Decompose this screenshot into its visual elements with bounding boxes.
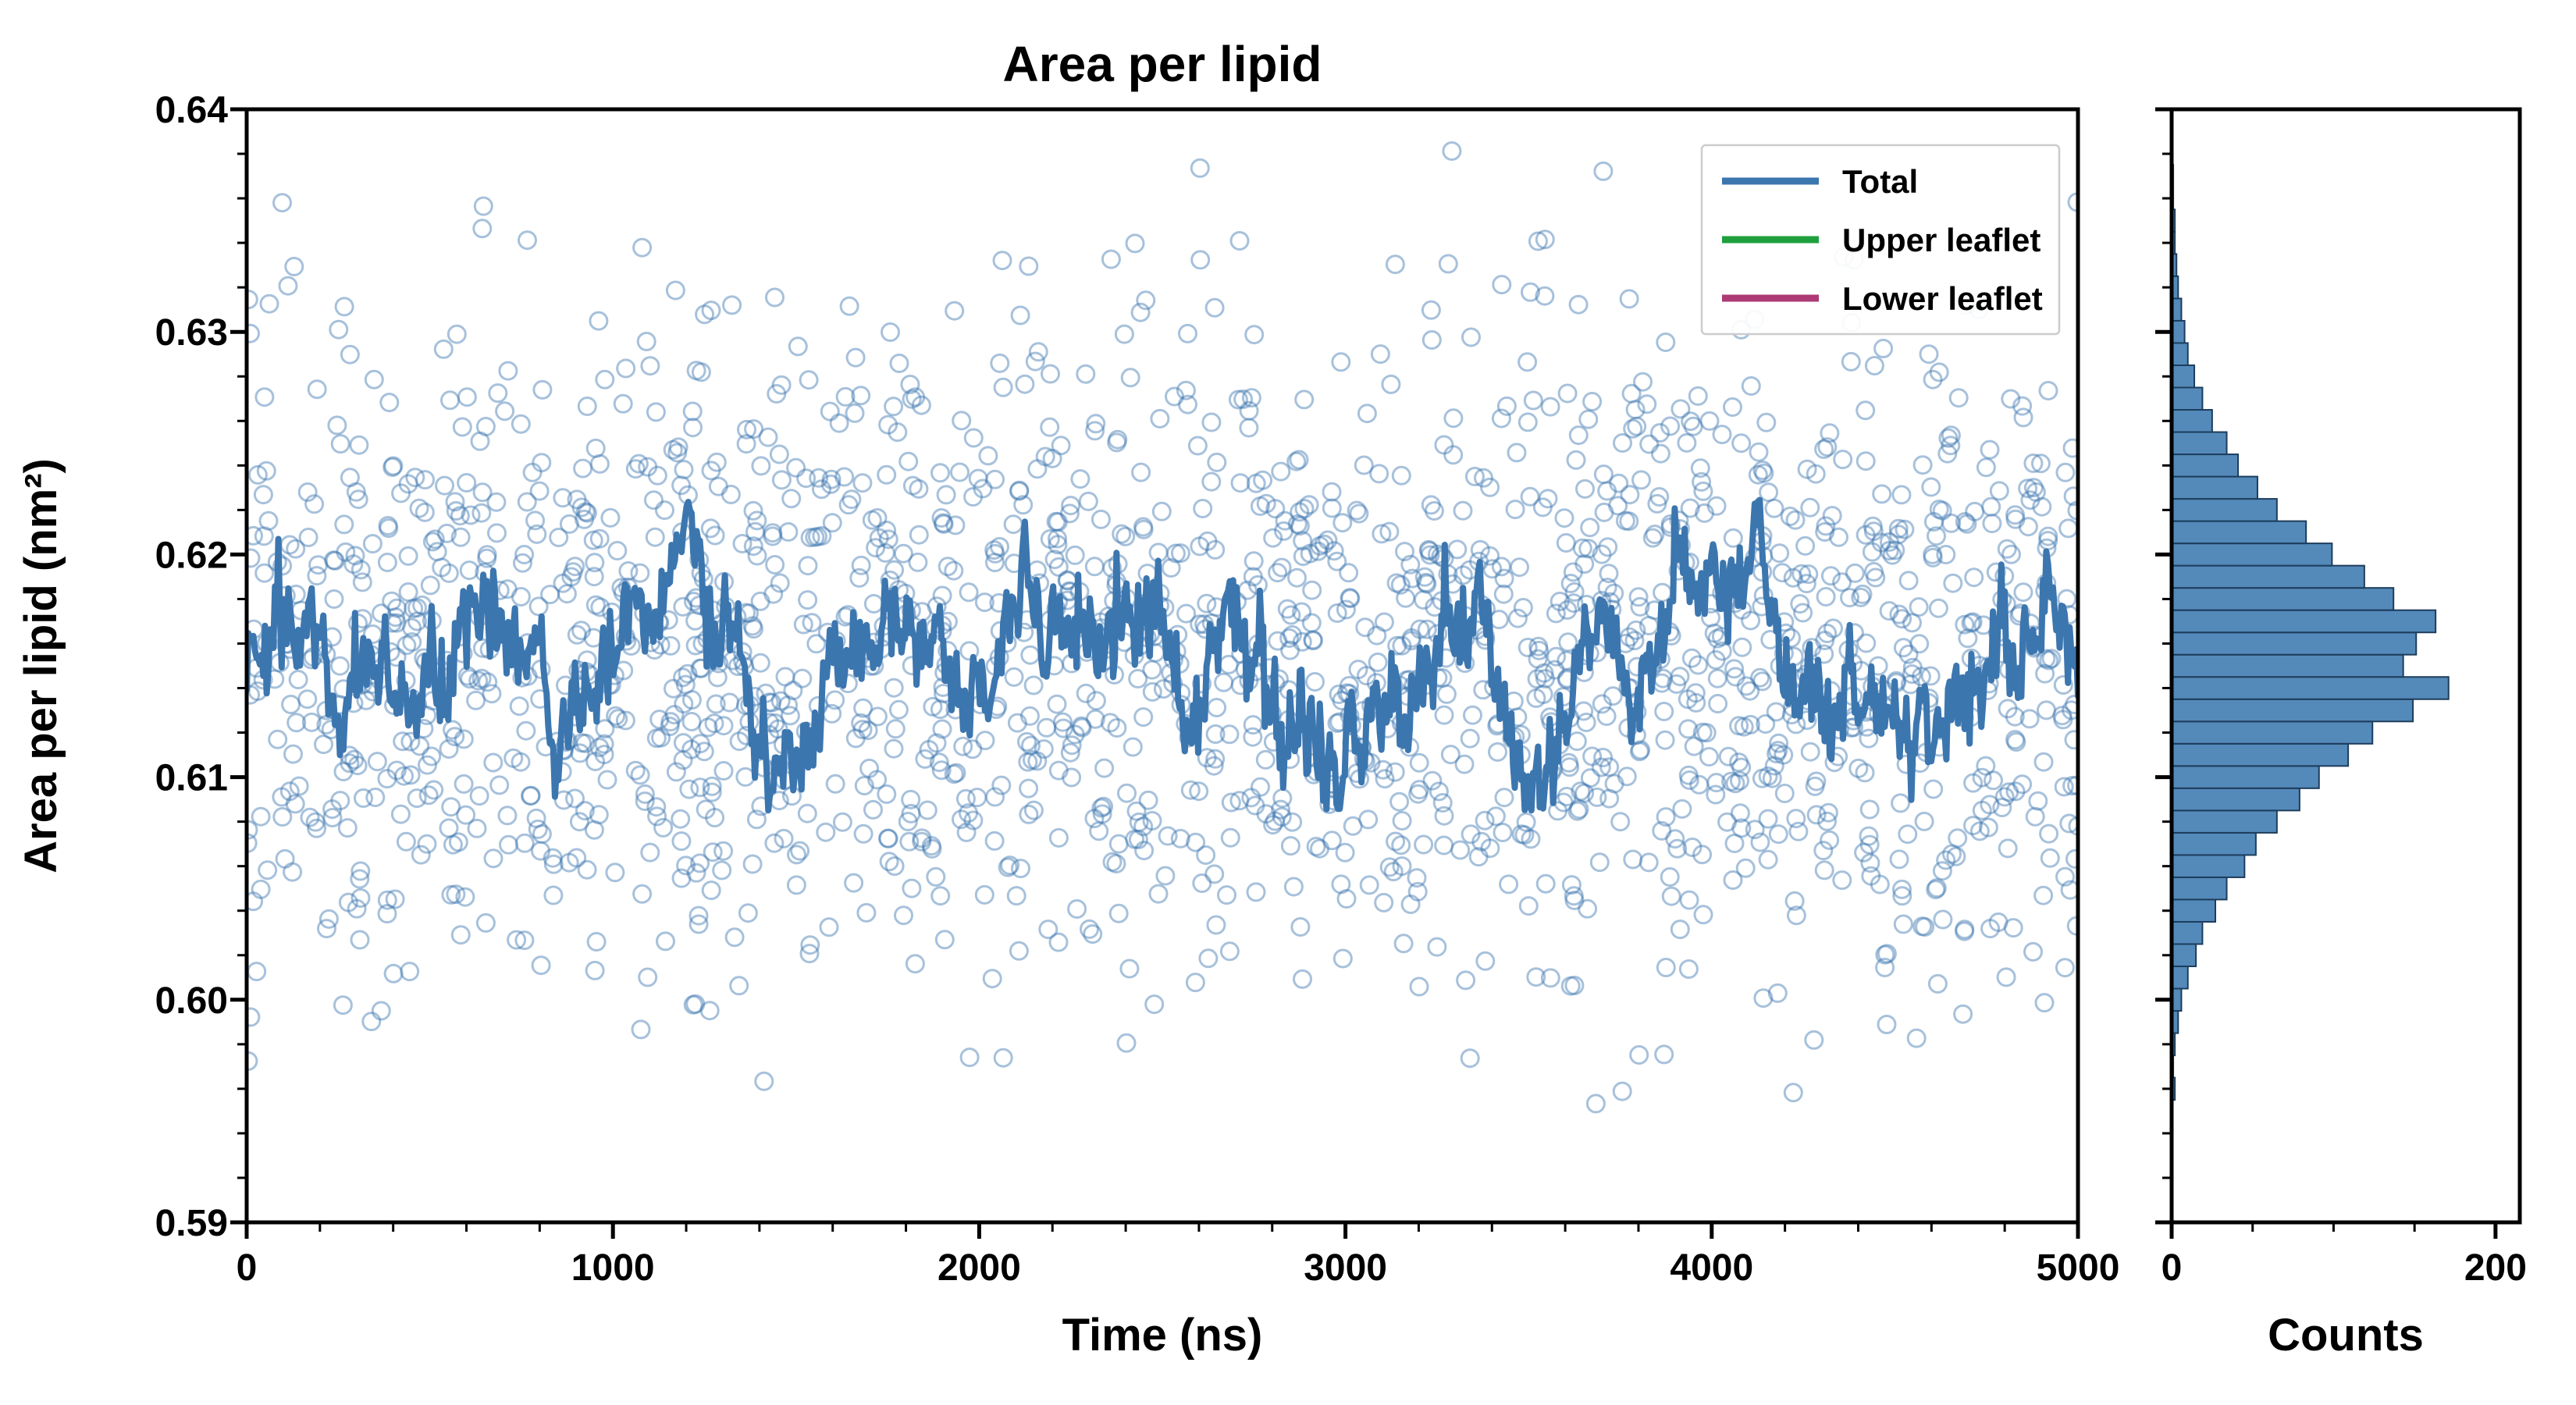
svg-text:0.62: 0.62 xyxy=(155,535,228,576)
svg-text:2000: 2000 xyxy=(938,1247,1021,1289)
svg-text:0.59: 0.59 xyxy=(155,1203,228,1244)
legend-label-upper-leaflet: Upper leaflet xyxy=(1842,222,2041,258)
svg-text:0.63: 0.63 xyxy=(155,312,228,354)
svg-text:1000: 1000 xyxy=(571,1247,655,1289)
legend: Total Upper leaflet Lower leaflet xyxy=(1700,144,2061,336)
main-ylabel: Area per lipid (nm²) xyxy=(16,458,66,873)
main-plot: 0 1000 2000 3000 4000 5000 0.59 0.60 0.61 0.62 0.6… xyxy=(16,36,2119,1361)
svg-text:0.61: 0.61 xyxy=(155,758,228,799)
main-xlabel: Time (ns) xyxy=(1062,1310,1263,1361)
legend-label-total: Total xyxy=(1842,163,1918,200)
histogram-plot: 0 200 Counts xyxy=(2155,107,2527,1361)
svg-text:0: 0 xyxy=(237,1247,258,1289)
svg-text:0.60: 0.60 xyxy=(155,980,228,1022)
legend-box xyxy=(1700,144,2061,336)
histogram-tick-labels: 0 200 xyxy=(2161,1247,2527,1289)
main-axes xyxy=(230,107,2080,1239)
svg-text:0.64: 0.64 xyxy=(155,90,229,131)
main-tick-labels: 0 1000 2000 3000 4000 5000 0.59 0.60 0.61 0.62 0.6… xyxy=(155,90,2120,1289)
total-line xyxy=(247,496,2078,814)
chart-title: Area per lipid xyxy=(1003,36,1322,92)
histogram-bars xyxy=(2172,164,2450,1101)
hist-xlabel: Counts xyxy=(2268,1310,2424,1361)
svg-text:4000: 4000 xyxy=(1670,1247,1753,1289)
svg-text:3000: 3000 xyxy=(1304,1247,1387,1289)
legend-label-lower-leaflet: Lower leaflet xyxy=(1842,280,2043,317)
svg-text:200: 200 xyxy=(2464,1247,2527,1289)
svg-text:0: 0 xyxy=(2161,1247,2183,1289)
histogram-axes xyxy=(2155,107,2522,1239)
svg-text:5000: 5000 xyxy=(2037,1247,2120,1289)
